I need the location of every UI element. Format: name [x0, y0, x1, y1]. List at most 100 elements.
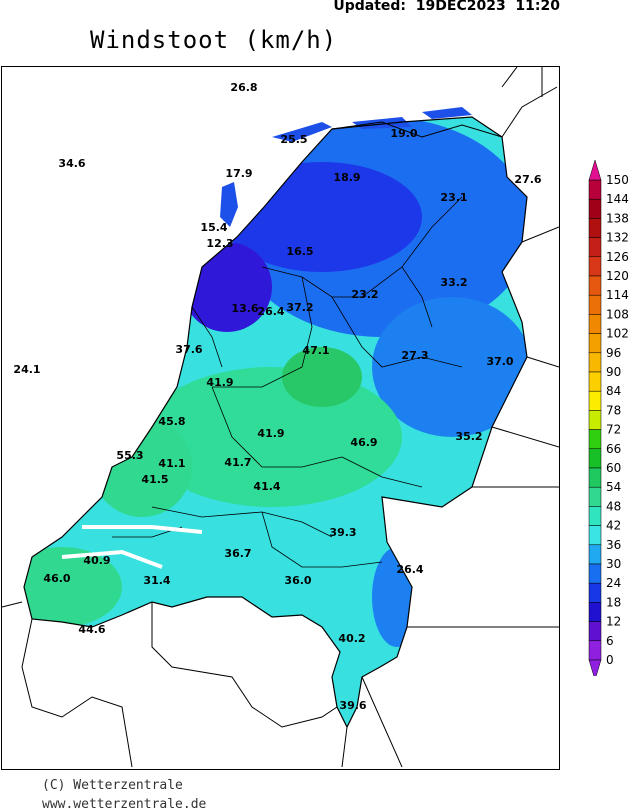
legend-tick-label: 96: [606, 346, 621, 360]
gust-value-label: 33.2: [440, 276, 467, 289]
legend-swatch: [588, 467, 602, 488]
germany-border: [361, 86, 559, 768]
zone-darkgreen-center: [282, 347, 362, 407]
gust-value-label: 23.1: [440, 191, 467, 204]
legend-swatch: [588, 256, 602, 277]
gust-value-label: 41.5: [141, 473, 168, 486]
copyright-text: (C) Wetterzentrale: [42, 778, 183, 793]
legend-swatch: [588, 621, 602, 642]
gust-value-label: 16.5: [286, 245, 313, 258]
gust-value-label: 39.3: [329, 526, 356, 539]
legend-swatch: [588, 371, 602, 392]
gust-value-label: 13.6: [231, 302, 258, 315]
legend-tick-label: 102: [606, 327, 629, 341]
gust-value-label: 23.2: [351, 288, 378, 301]
gust-value-label: 26.4: [396, 563, 423, 576]
province-borders: [112, 196, 463, 568]
legend-tick-label: 18: [606, 595, 621, 609]
legend-tick-label: 30: [606, 557, 621, 571]
netherlands-outline: [23, 116, 528, 729]
legend-tick-label: 24: [606, 576, 621, 590]
gust-value-label: 27.3: [401, 349, 428, 362]
gust-value-label: 18.9: [333, 171, 360, 184]
legend-swatch: [588, 294, 602, 315]
legend-tick-label: 60: [606, 461, 621, 475]
legend-swatch: [588, 237, 602, 258]
gust-value-label: 41.7: [224, 456, 251, 469]
legend-tick-label: 120: [606, 269, 629, 283]
legend-tick-label: 12: [606, 615, 621, 629]
legend-swatch: [588, 506, 602, 526]
gust-value-label: 35.2: [455, 430, 482, 443]
gust-value-label: 26.4: [257, 305, 284, 318]
legend-swatch: [588, 525, 602, 546]
legend-swatch: [588, 486, 602, 507]
legend-swatch: [588, 352, 602, 373]
gust-value-label: 25.5: [280, 133, 307, 146]
legend-swatch: [588, 429, 602, 450]
gust-value-label: 37.0: [486, 355, 513, 368]
gust-value-label: 41.9: [206, 376, 233, 389]
legend-tick-label: 0: [606, 653, 614, 667]
gust-value-label: 44.6: [78, 623, 105, 636]
belgium-border: [2, 601, 348, 768]
legend-swatch: [588, 563, 602, 584]
zone-blue-east: [372, 297, 527, 437]
gust-value-label: 27.6: [514, 173, 541, 186]
legend-swatch: [588, 640, 602, 661]
wind-gust-map: 26.8 25.5 19.0 34.6 17.9 18.9 27.6 23.1 15.4 12.3…: [2, 67, 559, 768]
legend-swatch: [588, 179, 602, 200]
legend-swatch: [588, 448, 602, 469]
gust-value-label: 41.9: [257, 427, 284, 440]
legend-swatch: [588, 582, 602, 603]
gust-value-label: 40.2: [338, 632, 365, 645]
legend-min-arrow: [588, 659, 602, 676]
legend-swatch: [588, 544, 602, 565]
gust-value-label: 36.0: [284, 574, 311, 587]
gust-value-label: 47.1: [302, 344, 329, 357]
legend-swatch: [588, 390, 602, 411]
legend-swatch: [588, 218, 602, 238]
gust-value-label: 37.2: [286, 301, 313, 314]
gust-value-label: 46.9: [350, 436, 377, 449]
color-legend: 1501441381321261201141081029690847872666…: [588, 159, 629, 676]
gust-value-label: 17.9: [225, 167, 252, 180]
legend-swatch: [588, 410, 602, 430]
gust-value-label: 37.6: [175, 343, 202, 356]
gust-value-label: 36.7: [224, 547, 251, 560]
legend-tick-label: 126: [606, 250, 629, 264]
legend-tick-label: 84: [606, 384, 621, 398]
legend-tick-label: 144: [606, 192, 629, 206]
legend-tick-label: 78: [606, 403, 621, 417]
legend-tick-label: 6: [606, 634, 614, 648]
gust-value-label: 46.0: [43, 572, 70, 585]
updated-timestamp: Updated: 19DEC2023 11:20: [333, 0, 560, 14]
legend-tick-label: 48: [606, 499, 621, 513]
legend-tick-label: 36: [606, 538, 621, 552]
wadden-islands: [220, 107, 472, 227]
legend-swatch: [588, 275, 602, 296]
gust-value-label: 15.4: [200, 221, 227, 234]
oosterschelde: [61, 549, 163, 569]
gust-value-label: 55.3: [116, 449, 143, 462]
website-url: www.wetterzentrale.de: [42, 797, 207, 812]
map-title: Windstoot (km/h): [90, 26, 338, 54]
gust-value-label: 45.8: [158, 415, 185, 428]
legend-swatch: [588, 602, 602, 622]
zone-green-southwest: [24, 547, 122, 627]
map-panel: 26.8 25.5 19.0 34.6 17.9 18.9 27.6 23.1 15.4 12.3…: [1, 66, 560, 770]
legend-swatch: [588, 198, 602, 219]
legend-tick-label: 138: [606, 211, 629, 225]
gust-value-label: 41.1: [158, 457, 185, 470]
gust-value-label: 24.1: [13, 363, 40, 376]
gust-value-label: 12.3: [206, 237, 233, 250]
gust-value-label: 31.4: [143, 574, 170, 587]
gust-value-label: 41.4: [253, 480, 280, 493]
legend-tick-label: 132: [606, 231, 629, 245]
legend-tick-label: 42: [606, 519, 621, 533]
legend-tick-label: 66: [606, 442, 621, 456]
coastline-north: [331, 67, 543, 138]
legend-tick-label: 108: [606, 307, 629, 321]
gust-value-label: 19.0: [390, 127, 417, 140]
legend-tick-label: 54: [606, 480, 621, 494]
